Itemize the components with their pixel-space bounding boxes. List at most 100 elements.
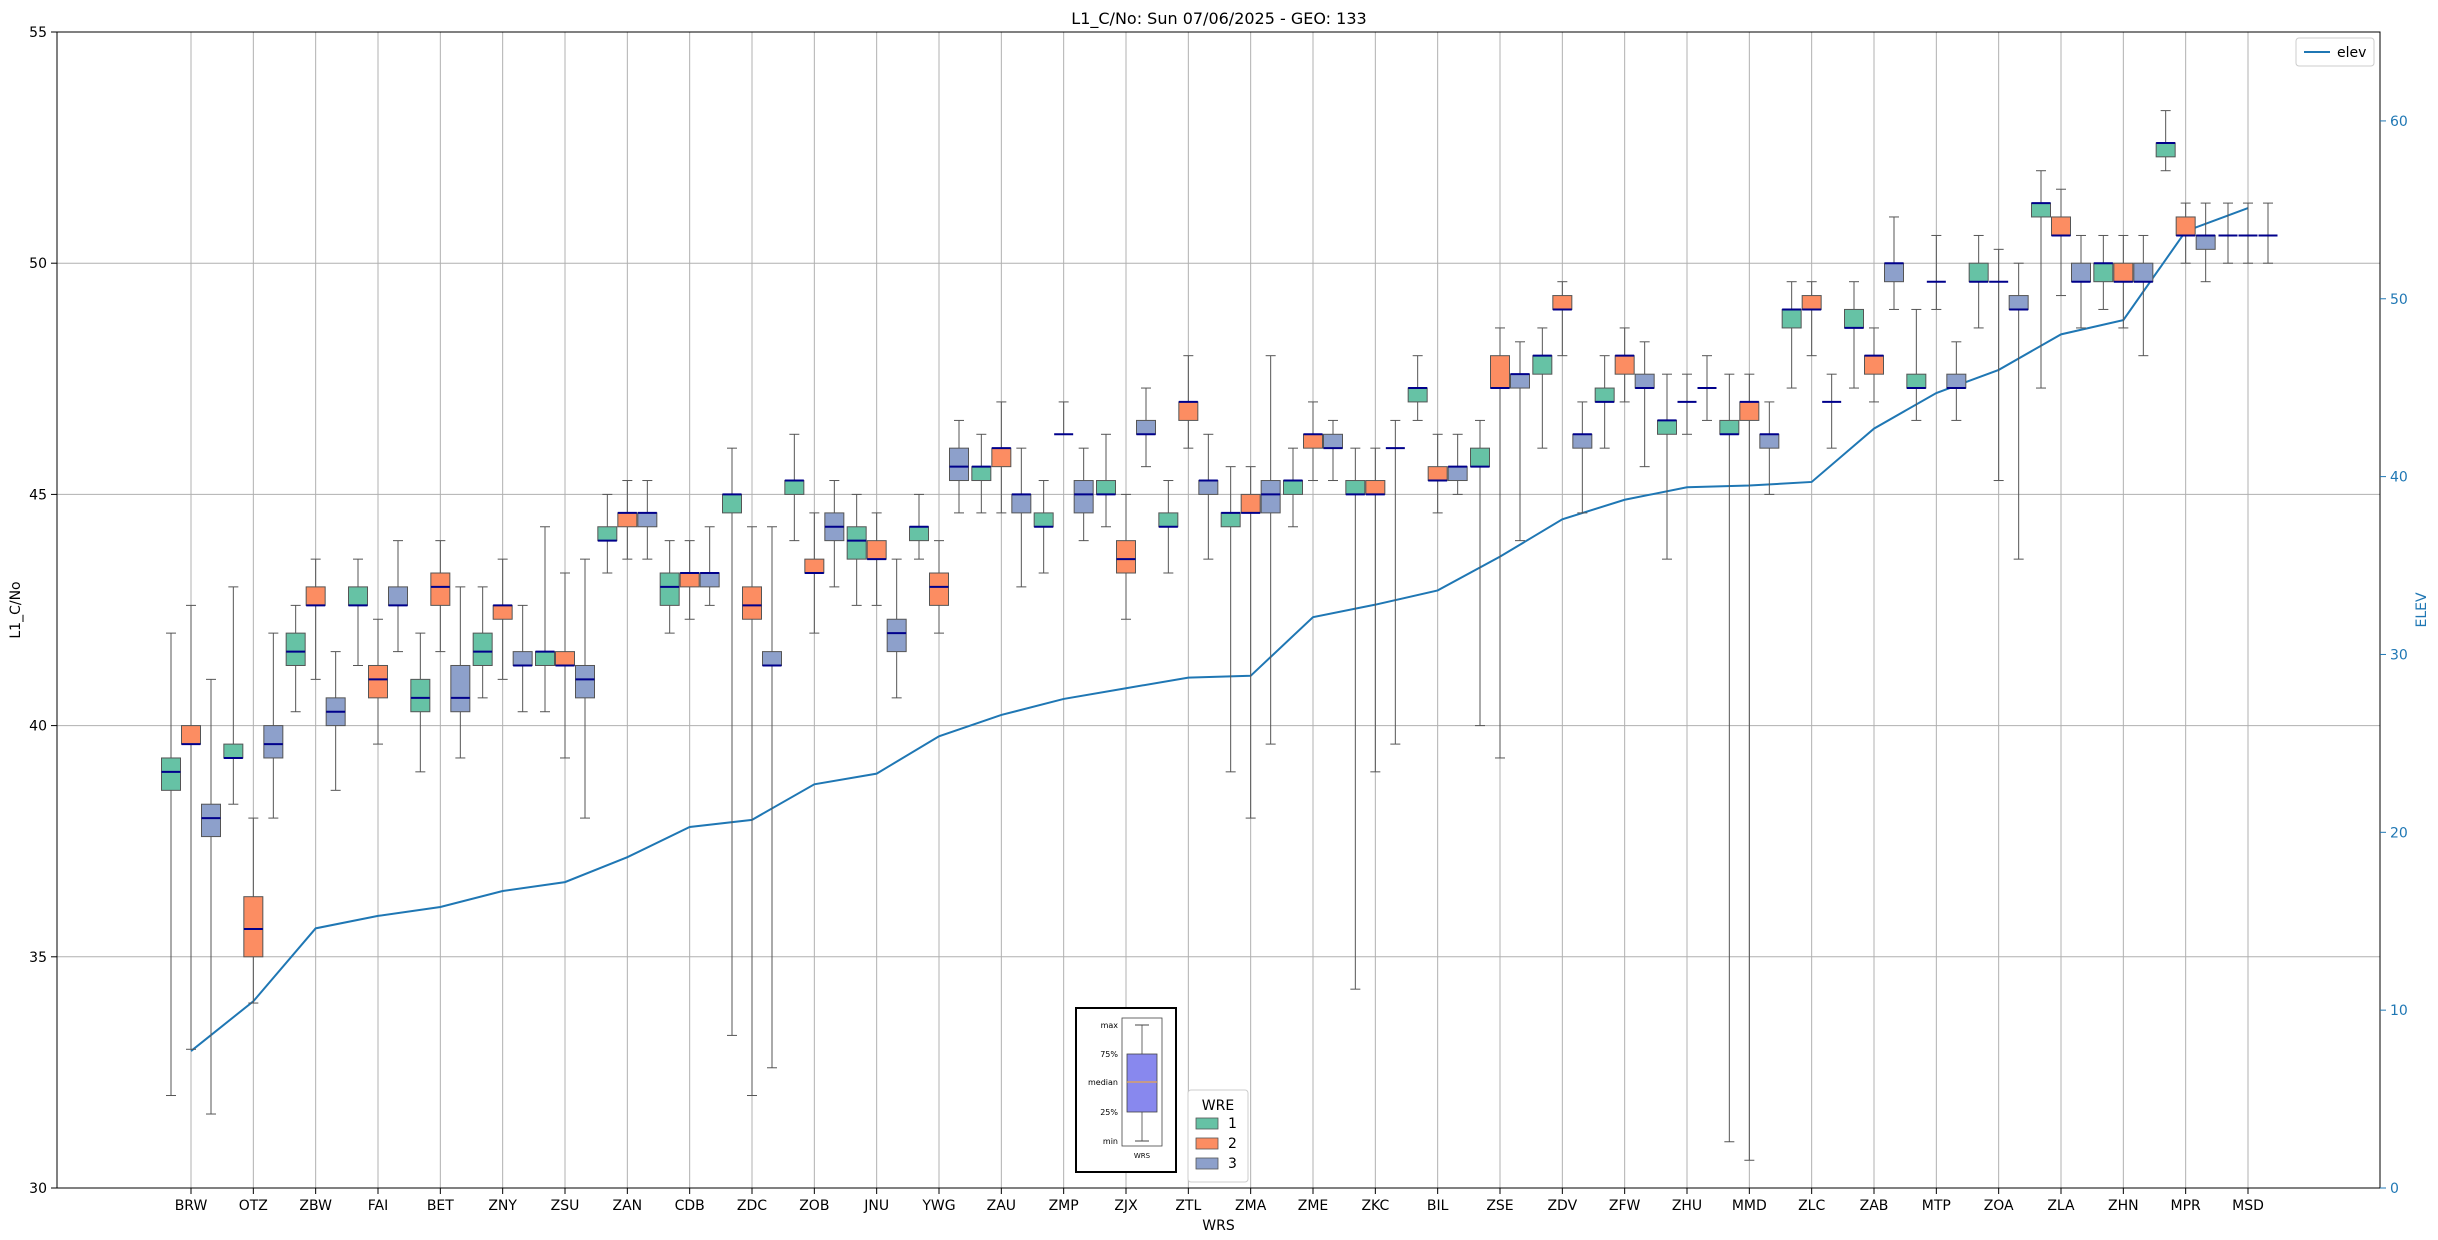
box-body — [430, 572, 451, 606]
box-ZMP-wre3 — [1073, 447, 1094, 542]
x-tick-label: ZAU — [987, 1198, 1016, 1214]
box-ZOB-wre2 — [804, 512, 825, 634]
box-MPR-wre2 — [2175, 202, 2196, 264]
box-ZMP-wre1 — [1033, 480, 1054, 574]
box-BET-wre1 — [410, 632, 431, 773]
box-body — [597, 526, 618, 542]
box-ZOA-wre2 — [1989, 248, 2009, 482]
box-body — [1532, 355, 1553, 375]
box-body — [804, 558, 825, 574]
box-body — [223, 743, 244, 759]
box-ZNY-wre2 — [492, 558, 513, 680]
wre-legend: max 75% median 25% min WRS WRE 1 2 3 — [1075, 1007, 1249, 1183]
x-tick-label: ZME — [1298, 1198, 1329, 1214]
box-body — [949, 447, 969, 482]
x-tick-label: YWG — [921, 1198, 955, 1214]
box-body — [2051, 216, 2071, 236]
box-ZAN-wre2 — [617, 480, 638, 560]
box-CDB-wre1 — [659, 540, 680, 634]
box-ZHN-wre1 — [2093, 234, 2114, 310]
box-ZDC-wre1 — [722, 447, 742, 1036]
box-MSD-wre3 — [2258, 202, 2278, 264]
x-tick-label: CDB — [675, 1198, 705, 1214]
key-inset: max 75% median 25% min WRS — [1088, 1021, 1158, 1160]
elev-legend: elev — [2295, 37, 2375, 67]
box-MPR-wre3 — [2195, 202, 2216, 283]
box-body — [1594, 387, 1615, 403]
box-body — [348, 586, 368, 606]
box-body — [410, 678, 431, 713]
box-body — [2155, 142, 2176, 158]
x-tick-label: ZDC — [737, 1198, 767, 1214]
box-ZOA-wre3 — [2008, 262, 2029, 560]
key-label: 25% — [1100, 1108, 1118, 1117]
y-axis-left: 30 35 40 45 50 55 — [29, 25, 57, 1197]
box-BRW-wre1 — [161, 632, 181, 1097]
box-body — [555, 651, 575, 666]
box-ZAU-wre1 — [971, 433, 992, 514]
box-ZLA-wre3 — [2071, 234, 2091, 329]
box-OTZ-wre3 — [263, 632, 284, 819]
box-body — [1283, 480, 1303, 495]
y-tick-label: 35 — [29, 950, 47, 966]
box-body — [1158, 512, 1179, 528]
box-ZSE-wre1 — [1470, 419, 1490, 727]
x-tick-label: ZSU — [551, 1198, 580, 1214]
y2-axis-label: ELEV — [2414, 592, 2430, 627]
box-BIL-wre2 — [1427, 433, 1448, 514]
x-tick-label: BRW — [175, 1198, 208, 1214]
box-body — [368, 664, 388, 699]
box-layer — [161, 110, 2278, 1161]
box-body — [1178, 401, 1199, 421]
wre-legend-label-3: 3 — [1228, 1156, 1237, 1172]
box-BIL-wre3 — [1447, 433, 1468, 495]
box-ZHN-wre2 — [2113, 234, 2134, 329]
y-tick-label: 40 — [29, 719, 47, 735]
box-body — [1260, 480, 1281, 514]
box-body — [1739, 401, 1760, 421]
box-body — [535, 651, 555, 666]
box-body — [181, 725, 201, 745]
box-ZHU-wre3 — [1697, 355, 1717, 421]
key-xlabel: WRS — [1134, 1152, 1151, 1160]
y-axis-right: 0 10 20 30 40 50 60 — [2380, 114, 2408, 1197]
x-axis-label: WRS — [1202, 1218, 1235, 1234]
plot-frame — [56, 31, 2381, 1189]
box-body — [699, 572, 720, 588]
box-ZTL-wre1 — [1158, 480, 1179, 574]
box-ZLA-wre1 — [2031, 170, 2051, 389]
x-tick-label: ZSE — [1486, 1198, 1513, 1214]
box-FAI-wre2 — [368, 618, 388, 745]
x-tick-label: MSD — [2232, 1198, 2264, 1214]
box-JNU-wre1 — [846, 493, 867, 606]
box-MSD-wre1 — [2218, 202, 2238, 264]
box-body — [846, 526, 867, 560]
x-tick-label: MTP — [1922, 1198, 1951, 1214]
box-ZDV-wre3 — [1572, 401, 1593, 514]
box-body — [1198, 480, 1219, 495]
box-ZOA-wre1 — [1968, 234, 1989, 329]
x-tick-label: ZOA — [1984, 1198, 2014, 1214]
box-body — [1136, 419, 1156, 435]
y-tick-label: 55 — [29, 25, 47, 41]
box-body — [1323, 433, 1343, 449]
box-JNU-wre2 — [866, 512, 887, 606]
box-ZLA-wre2 — [2051, 188, 2071, 297]
wre-legend-label-1: 1 — [1228, 1116, 1237, 1132]
box-ZAU-wre3 — [1011, 447, 1032, 588]
wre-legend-swatch-3 — [1195, 1157, 1219, 1170]
box-MMD-wre2 — [1739, 373, 1760, 1161]
box-body — [243, 896, 264, 958]
key-label: max — [1101, 1021, 1119, 1030]
box-body — [1073, 480, 1094, 514]
box-ZMA-wre2 — [1240, 466, 1261, 819]
y2-tick-label: 20 — [2390, 825, 2408, 841]
box-MPR-wre1 — [2155, 110, 2176, 172]
box-body — [617, 512, 638, 528]
x-tick-label: JNU — [863, 1198, 889, 1214]
x-tick-label: ZLA — [2047, 1198, 2075, 1214]
box-CDB-wre2 — [679, 540, 700, 620]
y2-tick-label: 50 — [2390, 292, 2408, 308]
x-tick-label: ZTL — [1175, 1198, 1201, 1214]
wre-legend-label-2: 2 — [1228, 1136, 1237, 1152]
